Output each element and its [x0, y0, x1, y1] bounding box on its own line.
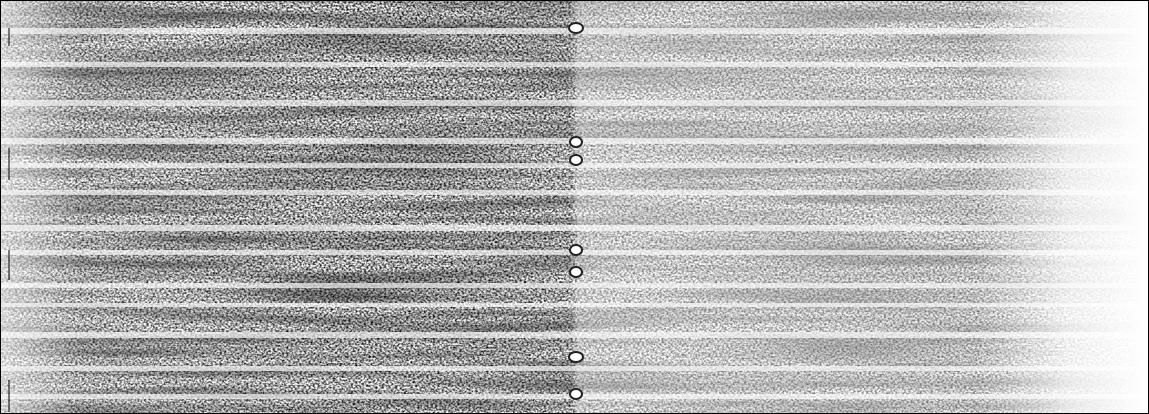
- page: (() => { const data = JSON.parse(documen…: [0, 0, 1149, 414]
- image: [0, 0, 1149, 414]
